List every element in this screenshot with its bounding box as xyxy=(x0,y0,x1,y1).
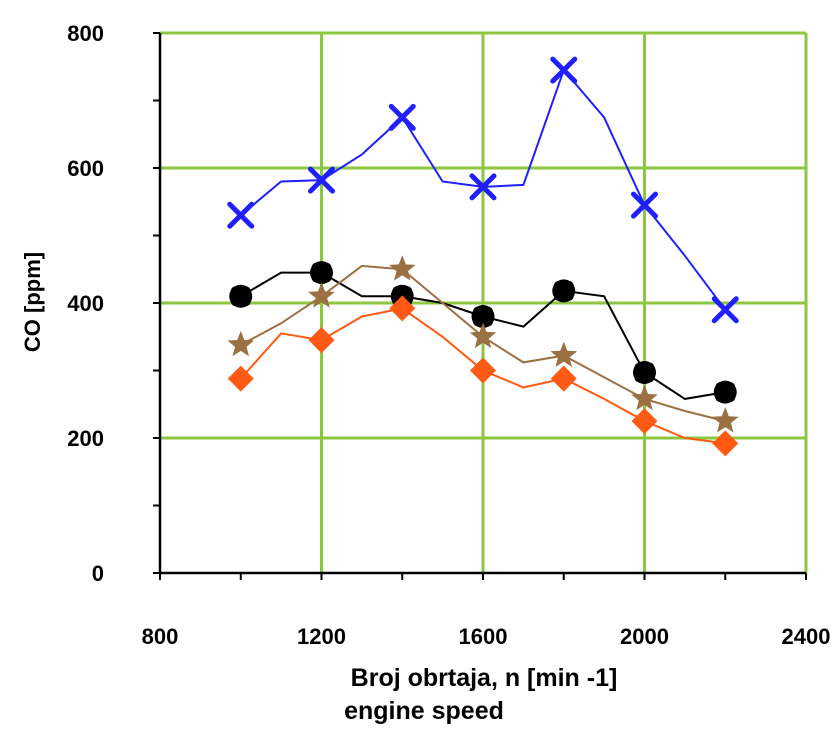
data-point-diamond xyxy=(631,408,658,435)
x-tick-label: 800 xyxy=(142,624,179,649)
y-tick-label: 800 xyxy=(67,21,104,46)
data-point-x xyxy=(711,296,739,324)
x-tick-label: 2000 xyxy=(620,624,669,649)
grid xyxy=(160,31,808,573)
data-point-star xyxy=(308,282,335,308)
y-tick-label: 400 xyxy=(67,291,104,316)
data-point-circle xyxy=(310,261,333,285)
y-tick-label: 200 xyxy=(67,426,104,451)
y-tick-labels: 0 200 400 600 800 xyxy=(67,21,104,586)
series-4 xyxy=(227,295,739,457)
data-point-star xyxy=(550,341,578,367)
data-point-x xyxy=(469,173,497,201)
data-point-x xyxy=(388,103,416,131)
tick-marks xyxy=(153,32,807,580)
data-point-diamond xyxy=(550,365,577,392)
data-point-diamond xyxy=(389,295,416,322)
data-point-star xyxy=(631,384,658,411)
data-point-x xyxy=(227,201,255,229)
x-tick-label: 1600 xyxy=(459,624,508,649)
series-group xyxy=(227,56,739,457)
data-point-x xyxy=(308,166,335,194)
series-3 xyxy=(227,255,739,433)
series-2 xyxy=(229,261,737,404)
x-tick-label: 2400 xyxy=(782,624,831,649)
x-axis-sublabel: engine speed xyxy=(344,697,504,725)
data-point-star xyxy=(227,330,255,357)
data-point-diamond xyxy=(470,357,496,384)
data-point-circle xyxy=(713,380,737,404)
data-point-diamond xyxy=(227,365,254,392)
y-tick-label: 600 xyxy=(67,156,104,181)
data-point-circle xyxy=(633,361,656,385)
x-axis-label: Broj obrtaja, n [min -1] xyxy=(351,664,618,692)
data-point-x xyxy=(550,56,578,84)
y-axis-label: CO [ppm] xyxy=(20,252,45,352)
y-tick-label: 0 xyxy=(92,561,104,586)
data-point-x xyxy=(631,191,658,219)
data-point-diamond xyxy=(712,430,739,457)
data-point-star xyxy=(388,255,416,281)
data-point-star xyxy=(711,407,739,433)
x-tick-label: 1200 xyxy=(297,624,346,649)
x-tick-labels: 800 1200 1600 2000 2400 xyxy=(142,624,831,649)
data-point-star xyxy=(469,322,497,349)
data-point-circle xyxy=(229,284,253,308)
series-1 xyxy=(227,56,739,324)
data-point-circle xyxy=(552,279,576,303)
data-point-circle xyxy=(471,305,495,328)
data-point-diamond xyxy=(308,327,335,354)
